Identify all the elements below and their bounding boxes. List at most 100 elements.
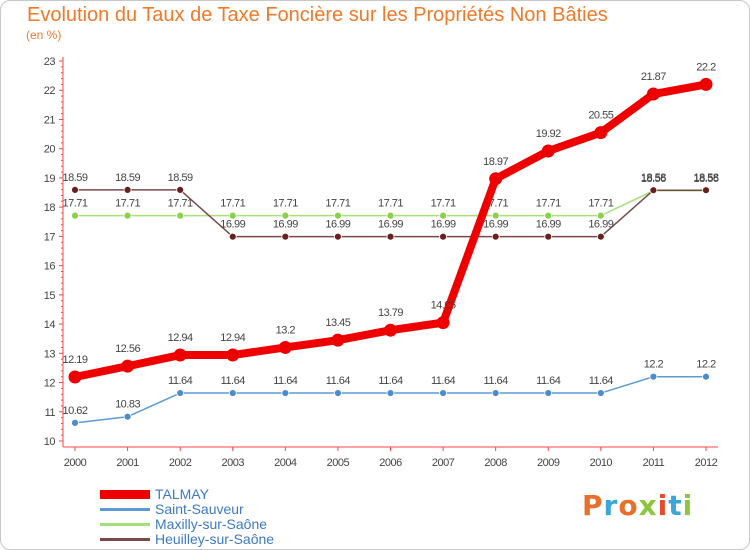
data-point-heuilley-sur-sa-ne <box>491 232 500 241</box>
data-point-maxilly-sur-sa-ne <box>123 211 132 220</box>
legend-item: Saint-Sauveur <box>100 502 274 517</box>
data-label-heuilley-sur-sa-ne: 16.99 <box>273 219 298 231</box>
data-label-heuilley-sur-sa-ne: 16.99 <box>483 219 508 231</box>
x-tick-label: 2000 <box>64 457 87 469</box>
data-label-saint-sauveur: 11.64 <box>326 375 351 387</box>
y-tick-label: 16 <box>44 261 56 273</box>
data-point-talmay <box>436 316 450 330</box>
data-point-talmay <box>278 340 292 354</box>
legend-swatch <box>100 508 150 511</box>
data-label-heuilley-sur-sa-ne: 16.99 <box>431 219 456 231</box>
data-point-saint-sauveur <box>702 372 710 381</box>
data-point-saint-sauveur <box>123 412 132 421</box>
data-point-heuilley-sur-sa-ne <box>281 232 290 241</box>
x-tick-label: 2003 <box>222 457 245 469</box>
data-point-heuilley-sur-sa-ne <box>702 186 710 195</box>
logo-letter: r <box>603 489 619 522</box>
x-tick-label: 2001 <box>116 457 139 469</box>
data-point-heuilley-sur-sa-ne <box>176 186 185 194</box>
data-label-maxilly-sur-sa-ne: 17.71 <box>431 198 456 210</box>
data-point-heuilley-sur-sa-ne <box>386 232 395 241</box>
data-label-talmay: 12.56 <box>115 343 140 355</box>
logo-letter: P <box>582 489 604 522</box>
data-label-maxilly-sur-sa-ne: 17.71 <box>220 198 245 210</box>
data-point-talmay <box>121 359 135 373</box>
data-label-heuilley-sur-sa-ne: 16.99 <box>588 219 613 231</box>
data-label-talmay: 18.97 <box>483 156 508 168</box>
y-tick-label: 14 <box>44 319 56 331</box>
data-point-talmay <box>594 126 608 140</box>
legend-item: TALMAY <box>100 487 274 502</box>
x-tick-label: 2007 <box>432 457 455 469</box>
y-tick-label: 22 <box>44 85 56 97</box>
legend-item: Maxilly-sur-Saône <box>100 517 274 532</box>
x-tick-label: 2009 <box>537 457 560 469</box>
legend-label: TALMAY <box>155 486 209 502</box>
x-tick-label: 2008 <box>484 457 507 469</box>
data-point-saint-sauveur <box>228 389 237 397</box>
data-point-heuilley-sur-sa-ne <box>228 232 237 241</box>
data-point-talmay <box>226 348 240 362</box>
data-point-maxilly-sur-sa-ne <box>334 211 342 220</box>
data-point-talmay <box>384 323 397 337</box>
data-label-talmay: 13.45 <box>325 317 350 329</box>
data-point-heuilley-sur-sa-ne <box>71 186 79 194</box>
data-point-saint-sauveur <box>281 389 290 397</box>
data-point-saint-sauveur <box>71 418 79 427</box>
legend-swatch <box>100 523 150 526</box>
data-point-saint-sauveur <box>596 389 605 397</box>
chart-title: Evolution du Taux de Taxe Foncière sur l… <box>27 4 608 26</box>
data-label-talmay: 19.92 <box>536 128 561 140</box>
data-label-saint-sauveur: 10.62 <box>62 405 87 417</box>
y-tick-label: 21 <box>44 114 56 126</box>
legend-item: Heuilley-sur-Saône <box>100 532 274 547</box>
data-point-talmay <box>541 144 555 158</box>
data-point-saint-sauveur <box>649 372 658 381</box>
data-point-talmay <box>699 77 713 91</box>
legend-label: Maxilly-sur-Saône <box>155 516 268 532</box>
data-label-talmay: 22.2 <box>696 61 716 73</box>
x-tick-label: 2012 <box>695 457 718 469</box>
chart-unit-label: (en %) <box>26 28 62 42</box>
data-label-talmay: 12.94 <box>220 332 245 344</box>
data-label-saint-sauveur: 11.64 <box>589 375 614 387</box>
x-tick-label: 2004 <box>274 457 297 469</box>
data-label-maxilly-sur-sa-ne: 17.71 <box>273 198 298 210</box>
y-tick-label: 19 <box>44 173 56 185</box>
logo-letter: t <box>668 489 683 522</box>
data-point-saint-sauveur <box>386 389 395 397</box>
data-point-maxilly-sur-sa-ne <box>281 211 290 220</box>
data-point-maxilly-sur-sa-ne <box>386 211 395 220</box>
proxiti-logo: Proxiti <box>582 489 693 522</box>
data-label-saint-sauveur: 12.2 <box>644 359 664 371</box>
data-point-maxilly-sur-sa-ne <box>544 211 553 220</box>
y-tick-label: 20 <box>44 144 56 156</box>
data-point-talmay <box>489 172 503 186</box>
data-label-talmay: 14.05 <box>431 300 456 312</box>
data-label-talmay: 13.79 <box>378 307 403 319</box>
data-label-heuilley-sur-sa-ne: 16.99 <box>536 219 561 231</box>
data-label-saint-sauveur: 11.64 <box>378 375 403 387</box>
data-label-maxilly-sur-sa-ne: 18.56 <box>693 173 718 185</box>
data-label-talmay: 13.2 <box>276 324 296 336</box>
data-point-heuilley-sur-sa-ne <box>596 232 605 241</box>
data-label-saint-sauveur: 11.64 <box>273 375 298 387</box>
data-point-talmay <box>68 370 82 384</box>
data-point-maxilly-sur-sa-ne <box>491 211 500 220</box>
x-tick-label: 2002 <box>169 457 192 469</box>
data-label-heuilley-sur-sa-ne: 18.58 <box>693 172 718 184</box>
data-label-heuilley-sur-sa-ne: 16.99 <box>220 219 245 231</box>
data-label-maxilly-sur-sa-ne: 17.71 <box>325 198 350 210</box>
data-point-heuilley-sur-sa-ne <box>334 232 342 241</box>
data-label-saint-sauveur: 11.64 <box>168 375 193 387</box>
data-point-saint-sauveur <box>544 389 553 397</box>
data-point-saint-sauveur <box>439 389 447 397</box>
data-label-heuilley-sur-sa-ne: 18.59 <box>168 172 193 184</box>
legend-swatch <box>100 490 150 499</box>
legend-label: Saint-Sauveur <box>155 501 244 517</box>
data-label-talmay: 20.55 <box>588 110 613 122</box>
data-point-maxilly-sur-sa-ne <box>596 211 605 220</box>
logo-letter: x <box>638 489 658 522</box>
chart-legend: TALMAY Saint-Sauveur Maxilly-sur-Saône Heui… <box>100 487 274 547</box>
data-point-maxilly-sur-sa-ne <box>71 211 79 220</box>
